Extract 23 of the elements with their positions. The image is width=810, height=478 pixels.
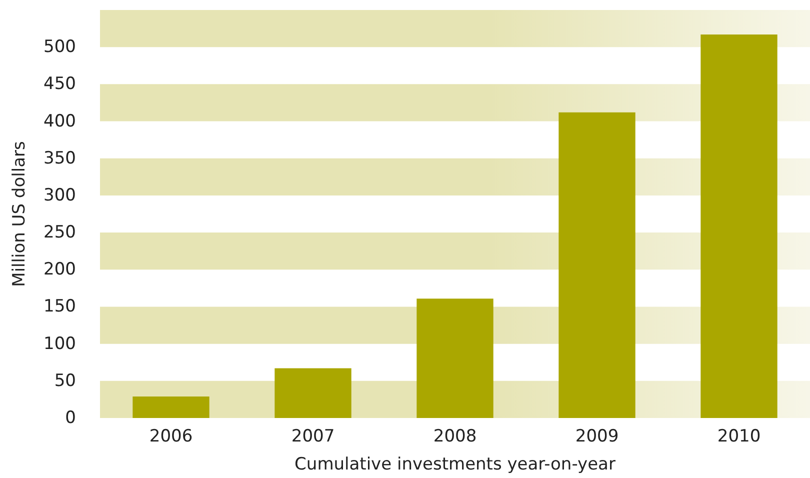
y-tick-label: 50	[54, 370, 76, 391]
bar	[558, 112, 636, 418]
y-tick-label: 500	[44, 37, 76, 58]
y-tick-label: 300	[44, 185, 76, 206]
x-tick-label: 2008	[433, 426, 477, 446]
x-tick-label: 2006	[149, 426, 193, 446]
bar	[700, 34, 778, 418]
x-axis-title: Cumulative investments year-on-year	[294, 454, 616, 474]
y-tick-label: 150	[44, 296, 76, 317]
y-tick-label: 250	[44, 222, 76, 243]
y-axis-title: Million US dollars	[10, 141, 30, 287]
y-tick-label: 0	[65, 408, 76, 428]
y-tick-label: 450	[44, 74, 76, 94]
y-tick-label: 100	[44, 334, 76, 354]
bar	[274, 368, 352, 418]
x-tick-label: 2007	[291, 426, 335, 446]
bar	[132, 396, 210, 418]
y-tick-label: 400	[44, 111, 76, 132]
bar	[416, 298, 494, 418]
y-tick-label: 200	[44, 260, 76, 280]
x-tick-label: 2009	[575, 426, 619, 446]
y-tick-label: 350	[44, 148, 76, 168]
x-tick-label: 2010	[717, 426, 761, 446]
